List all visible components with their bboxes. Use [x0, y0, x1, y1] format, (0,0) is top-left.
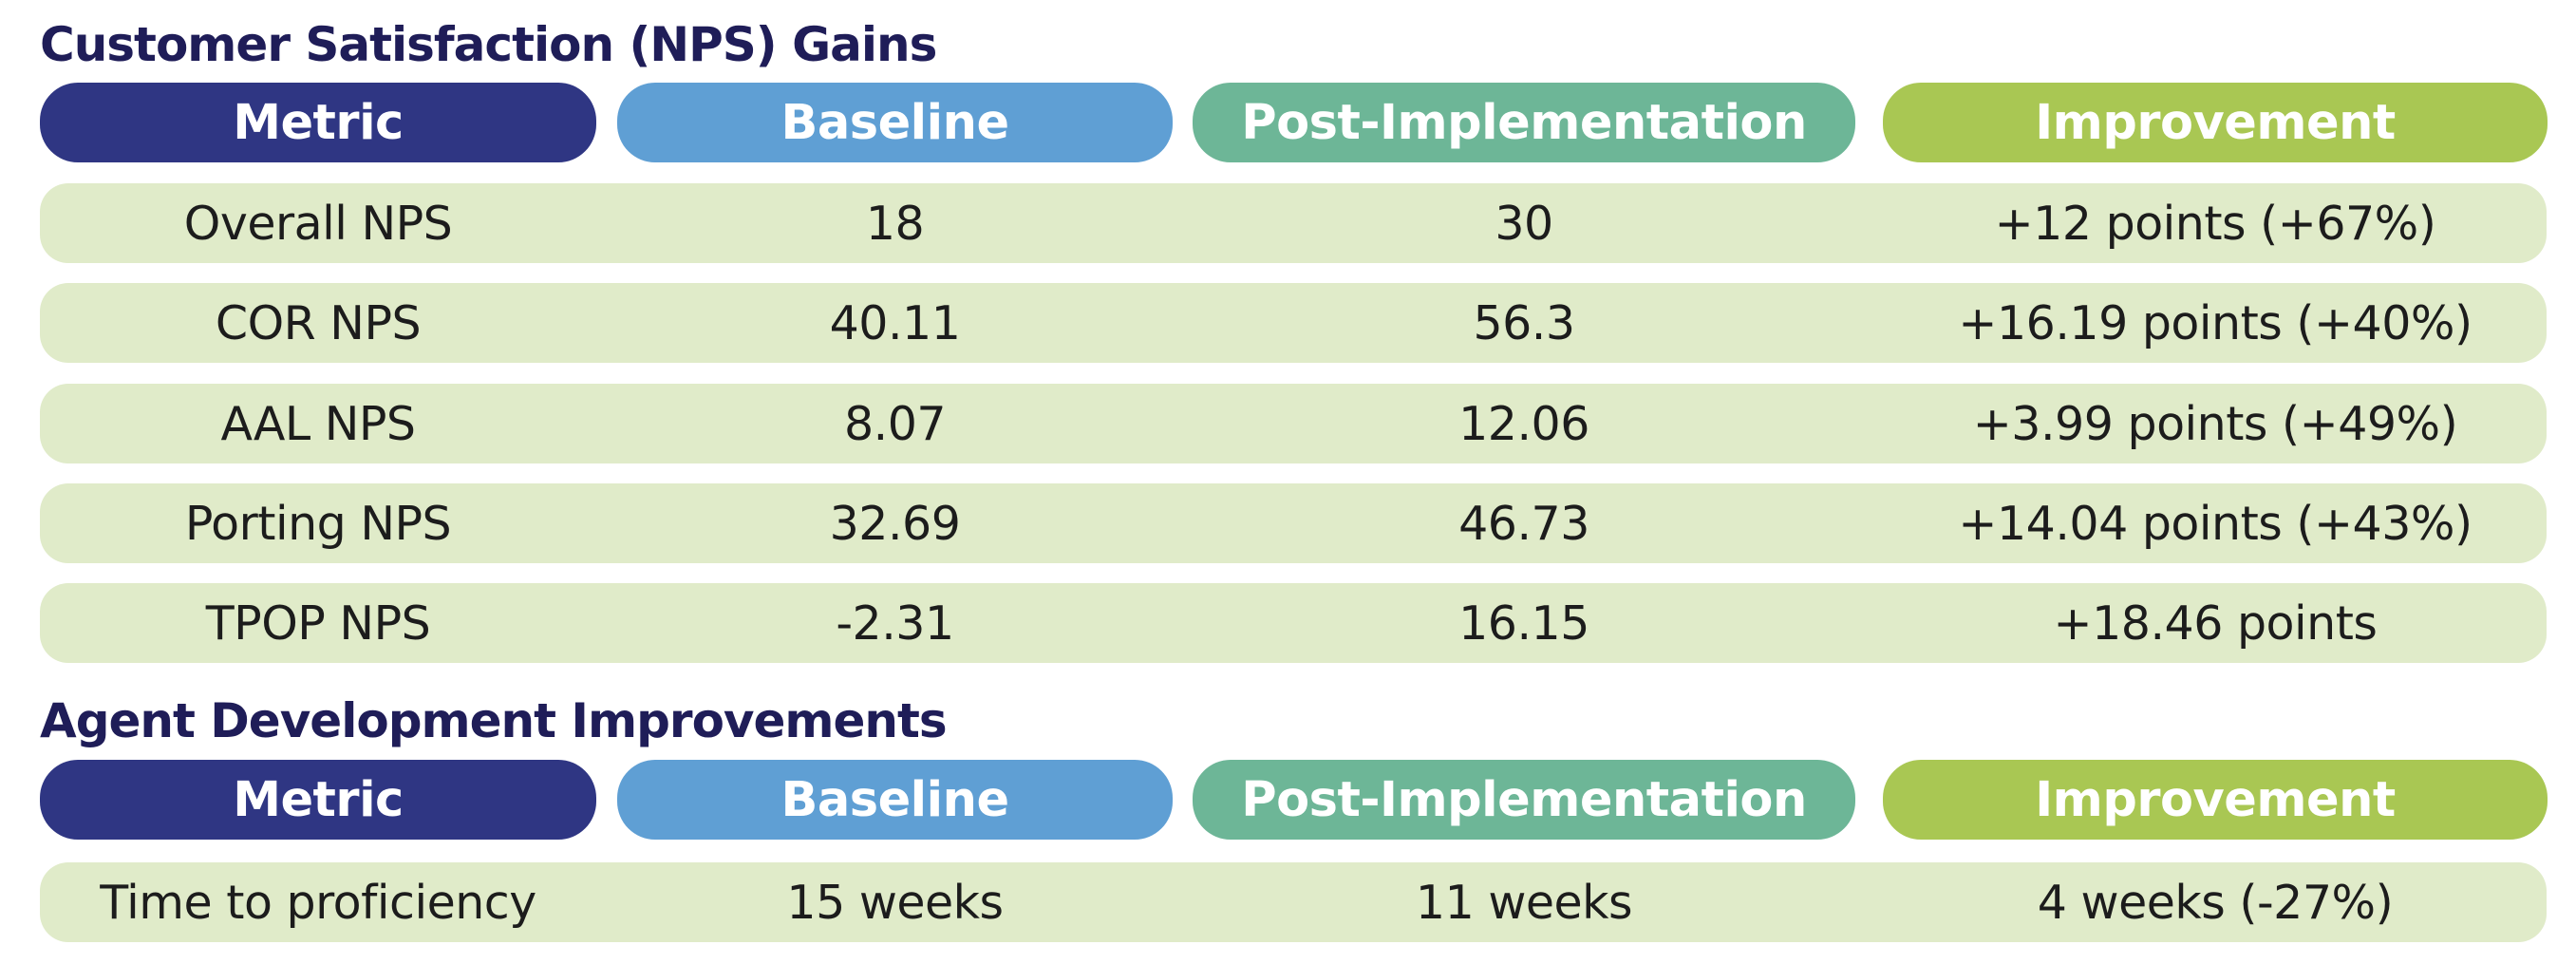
header-metric: Metric — [40, 83, 596, 162]
row-band — [40, 384, 2547, 463]
metric-cell: Time to proficiency — [100, 875, 536, 930]
row-band — [40, 583, 2547, 663]
improvement-cell: 4 weeks (-27%) — [2037, 875, 2394, 930]
metric-cell: COR NPS — [215, 295, 422, 350]
row-band — [40, 862, 2547, 942]
header-post-implementation: Post-Implementation — [1193, 83, 1855, 162]
metric-cell: AAL NPS — [220, 396, 416, 451]
post-implementation-cell: 30 — [1495, 196, 1553, 251]
baseline-cell: 8.07 — [843, 396, 947, 451]
header-improvement: Improvement — [1883, 760, 2548, 840]
baseline-cell: 32.69 — [829, 496, 961, 551]
post-implementation-cell: 11 weeks — [1415, 875, 1633, 930]
improvement-cell: +3.99 points (+49%) — [1972, 396, 2458, 451]
improvement-cell: +12 points (+67%) — [1994, 196, 2436, 251]
baseline-cell: 15 weeks — [786, 875, 1004, 930]
baseline-cell: 40.11 — [829, 295, 961, 350]
agent-section-title: Agent Development Improvements — [40, 693, 948, 748]
baseline-cell: -2.31 — [836, 595, 954, 651]
post-implementation-cell: 46.73 — [1458, 496, 1589, 551]
baseline-cell: 18 — [865, 196, 925, 251]
header-post-implementation: Post-Implementation — [1193, 760, 1855, 840]
nps-section-title: Customer Satisfaction (NPS) Gains — [40, 17, 937, 72]
improvement-cell: +18.46 points — [2053, 595, 2378, 651]
metric-cell: Porting NPS — [184, 496, 452, 551]
improvement-cell: +16.19 points (+40%) — [1958, 295, 2473, 350]
row-band — [40, 183, 2547, 263]
row-band — [40, 483, 2547, 563]
post-implementation-cell: 12.06 — [1458, 396, 1589, 451]
header-improvement: Improvement — [1883, 83, 2548, 162]
metric-cell: Overall NPS — [183, 196, 453, 251]
post-implementation-cell: 16.15 — [1458, 595, 1589, 651]
metric-cell: TPOP NPS — [205, 595, 431, 651]
improvement-cell: +14.04 points (+43%) — [1958, 496, 2473, 551]
row-band — [40, 283, 2547, 363]
header-baseline: Baseline — [617, 83, 1173, 162]
header-baseline: Baseline — [617, 760, 1173, 840]
header-metric: Metric — [40, 760, 596, 840]
post-implementation-cell: 56.3 — [1473, 295, 1575, 350]
